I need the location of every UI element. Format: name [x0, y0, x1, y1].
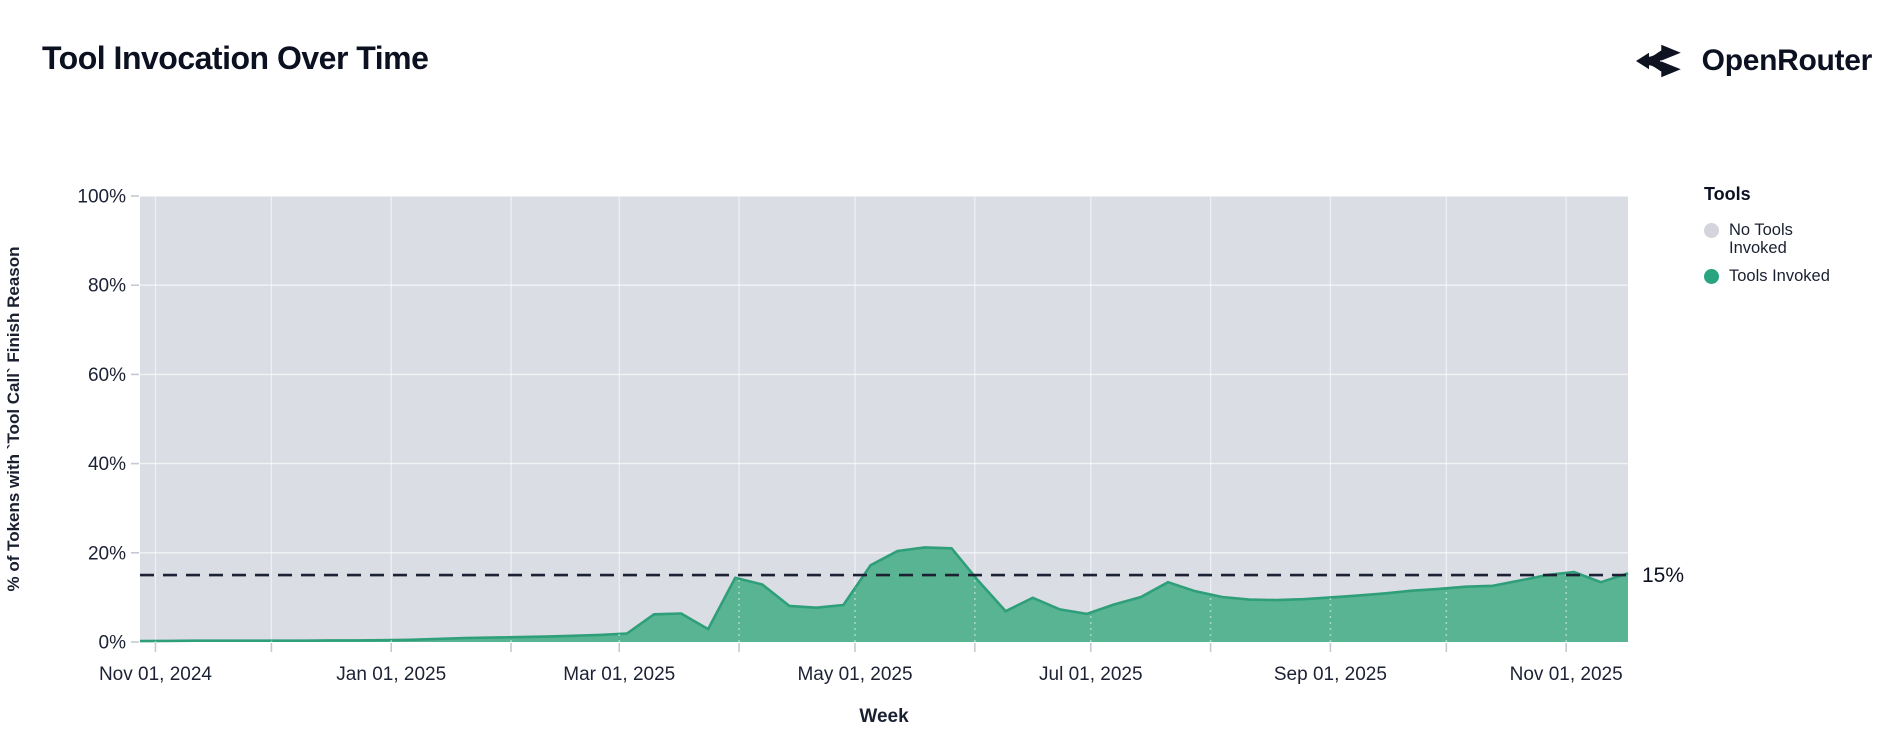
- area-tools-invoked: [140, 547, 1628, 642]
- legend-item-tools-invoked: Tools Invoked: [1704, 267, 1884, 285]
- y-tick-label: 100%: [77, 187, 126, 208]
- x-axis-title: Week: [859, 706, 909, 727]
- x-tick-label: May 01, 2025: [797, 664, 912, 685]
- legend-title: Tools: [1704, 184, 1751, 204]
- x-tick-label: Mar 01, 2025: [563, 664, 675, 685]
- legend-label-no-tools: No Tools Invoked: [1729, 221, 1793, 258]
- x-tick-label: Nov 01, 2025: [1510, 664, 1623, 685]
- y-tick-label: 0%: [99, 633, 127, 654]
- legend-dot-no-tools: [1704, 223, 1719, 238]
- x-tick-label: Sep 01, 2025: [1274, 664, 1387, 685]
- x-tick-label: Jan 01, 2025: [336, 664, 446, 685]
- legend: Tools No Tools Invoked Tools Invoked: [1704, 184, 1884, 294]
- reference-line-label: 15%: [1642, 564, 1685, 587]
- y-tick-label: 80%: [88, 276, 126, 297]
- x-tick-label: Jul 01, 2025: [1039, 664, 1143, 685]
- legend-item-no-tools: No Tools Invoked: [1704, 221, 1884, 258]
- brand-name: OpenRouter: [1701, 44, 1873, 77]
- brand: OpenRouter: [1635, 40, 1873, 82]
- legend-dot-tools-invoked: [1704, 268, 1719, 284]
- x-tick-label: Nov 01, 2024: [99, 664, 212, 685]
- legend-label-tools-invoked: Tools Invoked: [1729, 266, 1830, 285]
- openrouter-logo-icon: [1635, 44, 1681, 78]
- y-tick-label: 40%: [88, 454, 126, 475]
- page-title: Tool Invocation Over Time: [42, 40, 429, 76]
- area-top-line: [139, 546, 1629, 643]
- y-axis-title: % of Tokens with `Tool Call` Finish Reas…: [4, 246, 23, 592]
- y-tick-label: 60%: [88, 365, 126, 386]
- y-tick-label: 20%: [88, 543, 126, 564]
